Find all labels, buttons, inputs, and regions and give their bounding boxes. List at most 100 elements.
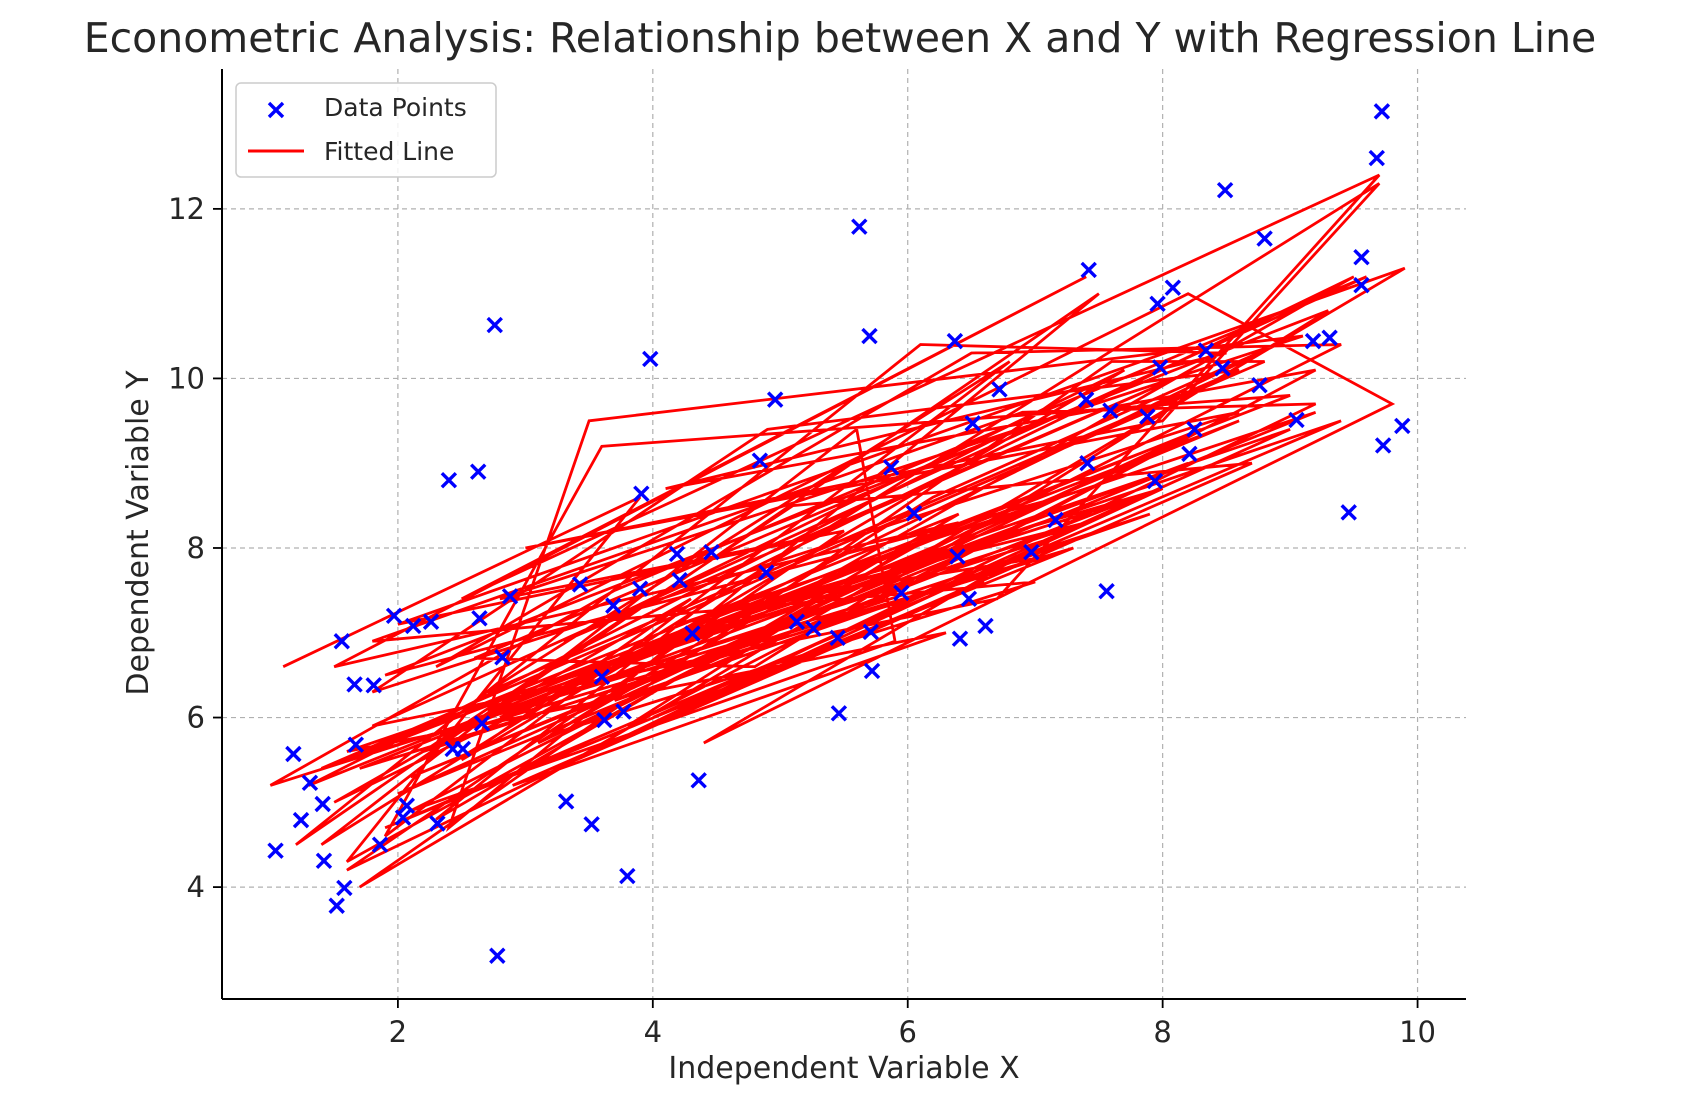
data-point-stroke <box>346 676 363 693</box>
data-point-stroke <box>615 703 632 720</box>
data-point <box>429 815 446 832</box>
data-point <box>949 548 966 565</box>
data-point-stroke <box>440 471 458 489</box>
data-point-stroke <box>977 617 994 635</box>
x-tick-label: 4 <box>644 1015 662 1049</box>
data-point <box>1102 402 1119 419</box>
data-point-stroke <box>336 879 353 897</box>
data-point-stroke <box>489 947 506 964</box>
data-point <box>494 649 511 666</box>
data-point <box>469 463 487 480</box>
fitted-line-layer <box>269 173 1406 889</box>
data-point <box>501 588 519 605</box>
data-point <box>1149 295 1166 313</box>
data-point-stroke <box>861 327 878 345</box>
data-point-stroke <box>1164 279 1182 296</box>
data-point <box>1353 276 1370 294</box>
data-point <box>631 580 649 597</box>
data-point <box>1098 583 1115 600</box>
data-point <box>398 797 416 814</box>
data-point-stroke <box>267 842 284 859</box>
data-point-stroke <box>1321 329 1338 346</box>
data-point <box>1251 377 1268 394</box>
data-point <box>863 662 881 680</box>
data-point <box>371 836 389 853</box>
data-point <box>385 607 403 625</box>
data-point-stroke <box>633 485 650 502</box>
data-point-stroke <box>829 629 846 647</box>
data-point-stroke <box>960 590 978 608</box>
data-point-stroke <box>690 772 707 789</box>
data-point-stroke <box>583 816 600 833</box>
data-point-stroke <box>1394 417 1411 435</box>
data-point <box>615 703 632 720</box>
data-point-stroke <box>314 795 331 813</box>
data-point <box>440 471 458 489</box>
data-point-stroke <box>1197 342 1215 359</box>
data-point <box>758 564 775 581</box>
data-point-stroke <box>642 350 659 368</box>
data-point-stroke <box>766 391 784 408</box>
data-point-stroke <box>494 649 511 666</box>
data-point <box>1288 411 1305 429</box>
data-point <box>422 613 440 630</box>
x-tick-label: 2 <box>389 1015 407 1049</box>
data-point-stroke <box>1214 360 1231 377</box>
data-point <box>905 505 923 522</box>
data-point-stroke <box>1353 249 1370 266</box>
data-point-stroke <box>1251 377 1268 394</box>
data-point-stroke <box>1288 411 1305 429</box>
data-point <box>301 774 319 792</box>
data-point-stroke <box>619 867 636 885</box>
data-point <box>596 711 613 729</box>
data-point-stroke <box>404 617 422 635</box>
data-point-stroke <box>473 715 491 732</box>
data-point <box>571 576 589 593</box>
data-point-stroke <box>1080 261 1097 279</box>
data-point <box>315 852 333 870</box>
data-point <box>314 795 331 813</box>
data-point <box>454 740 472 758</box>
y-tick-label: 6 <box>187 701 205 735</box>
data-point <box>1321 329 1338 346</box>
data-point <box>964 415 981 432</box>
data-point <box>336 879 353 897</box>
data-point-stroke <box>905 505 923 522</box>
data-point <box>684 625 701 642</box>
data-point-stroke <box>788 613 806 630</box>
data-point-stroke <box>862 623 879 641</box>
data-point-stroke <box>571 576 589 593</box>
data-point <box>267 842 284 859</box>
data-point <box>1164 279 1182 296</box>
axis-ticks: 2 4 6 8 10 4 6 8 10 12 <box>168 192 1436 1049</box>
data-point-stroke <box>1340 504 1357 521</box>
data-point <box>1304 332 1322 350</box>
data-point-stroke <box>333 633 351 650</box>
data-point-stroke <box>371 836 389 853</box>
gridlines <box>222 69 1466 999</box>
data-point <box>328 897 345 914</box>
data-point-stroke <box>631 580 649 597</box>
data-point <box>1373 103 1391 120</box>
data-point-stroke <box>605 597 622 614</box>
data-point-stroke <box>593 668 611 686</box>
data-point-stroke <box>1098 583 1115 600</box>
data-point-stroke <box>422 613 440 630</box>
data-point-stroke <box>1368 149 1385 167</box>
data-point <box>642 350 659 368</box>
legend-x-marker <box>267 101 285 119</box>
data-point <box>1214 360 1231 377</box>
data-point-stroke <box>454 740 472 758</box>
data-point-stroke <box>851 218 868 235</box>
data-point <box>473 715 491 732</box>
data-point <box>960 590 978 608</box>
data-point-stroke <box>1077 391 1095 408</box>
data-point-stroke <box>394 809 412 826</box>
data-point <box>1146 472 1164 490</box>
data-point <box>1079 455 1096 472</box>
data-point <box>1340 504 1357 521</box>
data-point-stroke <box>501 588 519 605</box>
data-point-stroke <box>1079 455 1096 472</box>
data-point-stroke <box>292 811 310 829</box>
